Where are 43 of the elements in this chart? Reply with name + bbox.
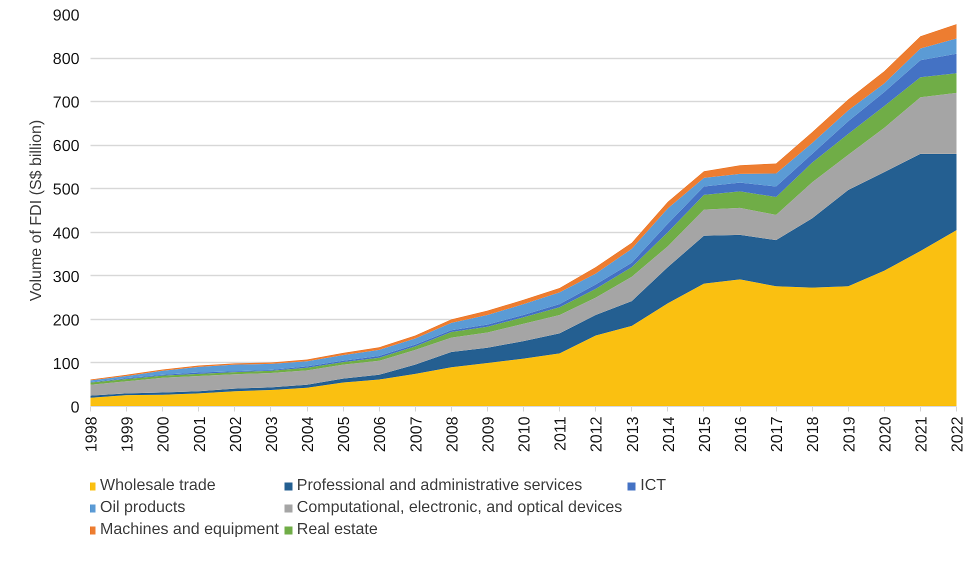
legend-label: Wholesale trade bbox=[100, 477, 216, 495]
x-tick-label: 2018 bbox=[805, 416, 822, 452]
y-tick-label: 200 bbox=[52, 312, 80, 330]
y-tick-label: 500 bbox=[52, 182, 80, 199]
x-tick-label: 2020 bbox=[877, 416, 894, 452]
x-tick-label: 2000 bbox=[156, 416, 173, 452]
x-tick-label: 2004 bbox=[300, 416, 317, 452]
legend-label: Machines and equipment bbox=[100, 521, 279, 539]
x-tick-label: 1999 bbox=[120, 416, 137, 452]
x-tick-label: 2016 bbox=[733, 416, 750, 452]
legend-label: Computational, electronic, and optical devices bbox=[296, 499, 622, 517]
x-tick-label: 2005 bbox=[336, 416, 354, 452]
x-tick-label: 1998 bbox=[84, 416, 100, 452]
y-axis-title: Volume of FDI (S$ billion) bbox=[28, 120, 45, 302]
x-tick-label: 2012 bbox=[588, 416, 606, 452]
legend-label: ICT bbox=[640, 477, 666, 495]
x-tick-label: 2015 bbox=[696, 416, 714, 452]
y-tick-label: 0 bbox=[70, 400, 80, 416]
x-tick-label: 2022 bbox=[950, 416, 966, 452]
x-tick-label: 2001 bbox=[192, 416, 209, 452]
x-tick-label: 2013 bbox=[624, 416, 642, 452]
x-tick-label: 2010 bbox=[516, 416, 534, 452]
y-tick-label: 900 bbox=[52, 8, 80, 24]
x-tick-label: 2021 bbox=[913, 416, 930, 452]
x-tick-label: 2009 bbox=[480, 416, 498, 452]
y-tick-label: 100 bbox=[52, 356, 80, 373]
x-tick-label: 2003 bbox=[264, 416, 281, 452]
y-tick-label: 300 bbox=[52, 268, 80, 286]
y-tick-label: 600 bbox=[52, 138, 80, 156]
legend-label: Oil products bbox=[100, 499, 186, 517]
x-tick-label: 2006 bbox=[372, 416, 390, 452]
x-tick-label: 2017 bbox=[769, 416, 786, 452]
y-tick-label: 800 bbox=[52, 51, 80, 68]
x-tick-label: 2008 bbox=[444, 416, 462, 452]
x-tick-label: 2002 bbox=[228, 416, 245, 452]
x-tick-label: 2019 bbox=[841, 416, 858, 452]
legend-label: Professional and administrative services bbox=[296, 477, 582, 495]
y-tick-label: 700 bbox=[52, 94, 80, 112]
x-tick-label: 2011 bbox=[552, 416, 570, 451]
y-tick-label: 400 bbox=[52, 225, 80, 242]
x-tick-label: 2014 bbox=[660, 416, 678, 452]
legend-label: Real estate bbox=[296, 521, 378, 539]
x-tick-label: 2007 bbox=[408, 416, 426, 452]
